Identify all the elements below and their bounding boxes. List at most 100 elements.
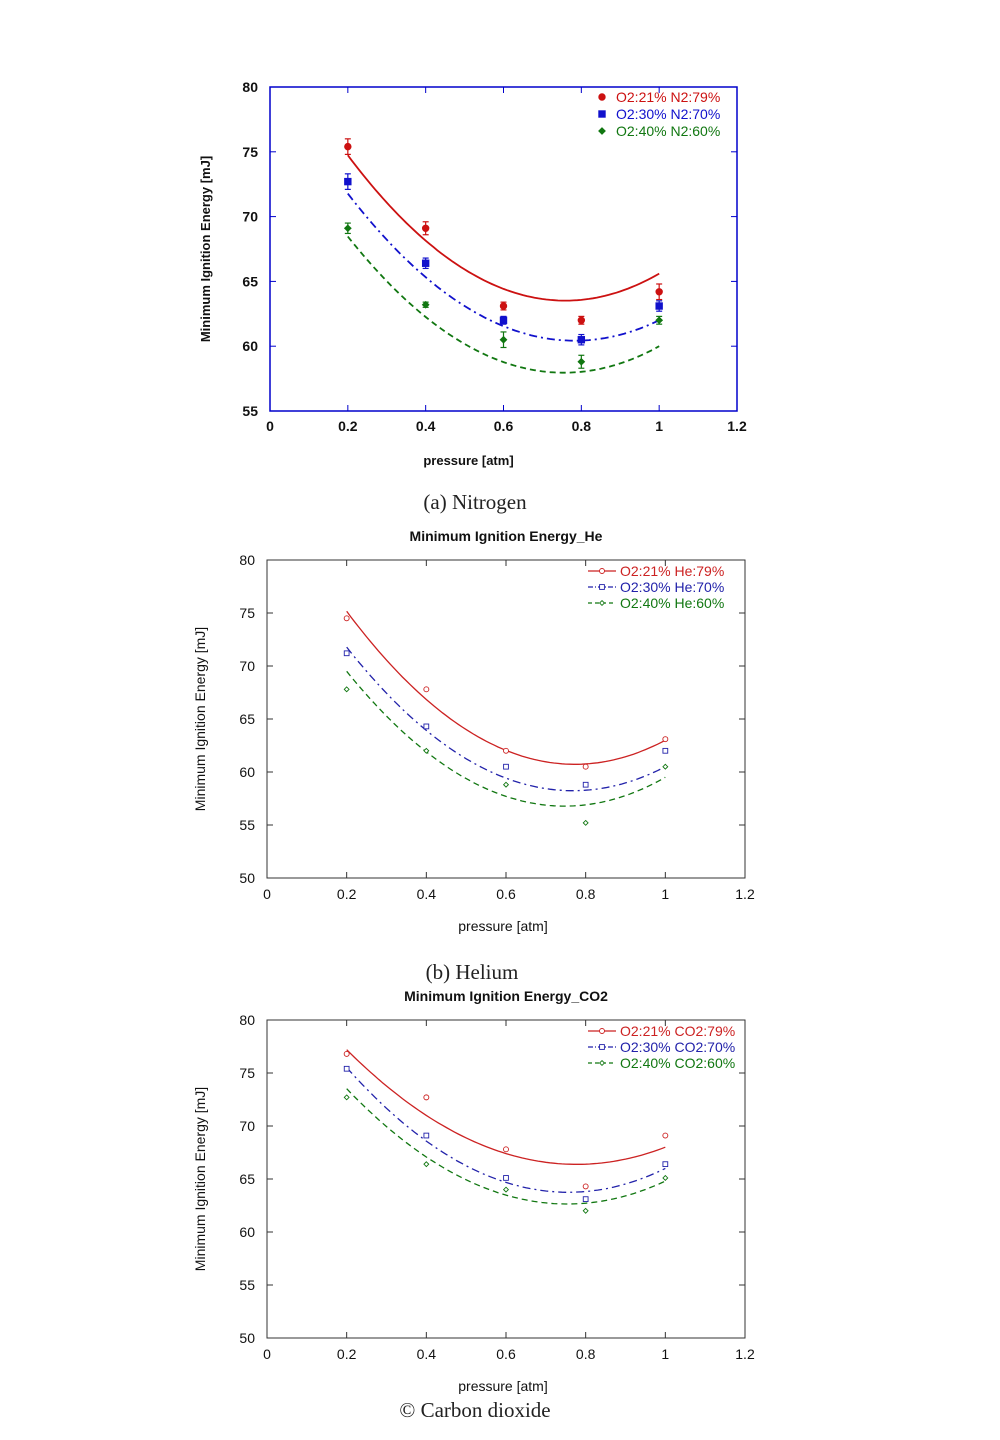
y-tick-label: 80	[242, 79, 258, 95]
data-point-square	[582, 1196, 589, 1202]
chart-co2: Minimum Ignition Energy_CO2 0 0.2 0.4 0.6 0.8…	[192, 988, 755, 1394]
chart-panel-co2: Minimum Ignition Energy_CO2 0 0.2 0.4 0.6 0.8…	[0, 980, 1000, 1440]
legend-marker-square	[598, 110, 606, 118]
data-point-circle	[343, 1050, 350, 1057]
caption-nitrogen: (a) Nitrogen	[423, 490, 527, 514]
data-point-circle	[499, 302, 508, 310]
data-point-diamond	[423, 747, 430, 754]
x-tick-label: 0.2	[338, 418, 358, 434]
data-point-diamond	[655, 316, 664, 325]
data-point-diamond	[343, 1094, 350, 1101]
y-tick-label: 75	[242, 144, 258, 160]
data-point-diamond	[343, 224, 352, 233]
data-point-circle	[423, 1094, 430, 1101]
y-tick-label: 65	[239, 711, 255, 727]
y-tick-label: 55	[239, 817, 255, 833]
fit-curve-1	[347, 193, 660, 342]
data-point-circle	[343, 615, 350, 622]
data-point-diamond	[421, 300, 430, 309]
data-point-square	[343, 1065, 350, 1072]
y-tick-label: 70	[239, 658, 255, 674]
chart-nitrogen: 0 0.2 0.4 0.6 0.8 1 1.2 55 60 65 70 75 80 pressure [a…	[198, 79, 747, 468]
fit-curve-1	[346, 1067, 666, 1193]
data-point-diamond	[502, 781, 510, 788]
data-point-circle	[577, 316, 586, 324]
y-tick-label: 80	[239, 552, 255, 568]
data-point-diamond	[577, 357, 586, 366]
y-axis-label: Minimum Ignition Energy [mJ]	[192, 627, 208, 811]
legend-marker-diamond	[598, 1059, 606, 1067]
legend-marker-square	[599, 584, 605, 590]
legend-label: O2:21% CO2:79%	[620, 1023, 735, 1039]
y-tick-label: 60	[242, 338, 258, 354]
legend-marker-square	[599, 1044, 605, 1050]
y-tick-label: 60	[239, 764, 255, 780]
y-tick-label: 65	[239, 1171, 255, 1187]
fit-curve-0	[346, 1049, 666, 1165]
x-tick-label: 0.4	[416, 418, 436, 434]
x-tick-label: 0.6	[496, 886, 516, 902]
legend-marker-circle	[599, 1028, 605, 1034]
data-point-square	[423, 723, 430, 730]
data-point-circle	[421, 224, 430, 232]
x-tick-label: 1	[661, 886, 669, 902]
x-tick-label: 0.8	[576, 886, 596, 902]
fit-curve-2	[347, 235, 660, 374]
caption-co2: © Carbon dioxide	[399, 1398, 551, 1422]
fit-curve-2	[346, 670, 666, 807]
x-tick-label: 0	[263, 886, 271, 902]
fit-curve-0	[346, 610, 666, 765]
data-point-circle	[344, 142, 352, 151]
y-tick-label: 70	[239, 1118, 255, 1134]
data-point-diamond	[423, 1161, 430, 1168]
legend-label: O2:40% He:60%	[620, 595, 724, 611]
data-point-square	[577, 336, 586, 344]
data-point-square	[503, 763, 509, 770]
legend-marker-diamond	[598, 127, 606, 135]
x-tick-label: 1.2	[727, 418, 747, 434]
chart-panel-nitrogen: 0 0.2 0.4 0.6 0.8 1 1.2 55 60 65 70 75 80 pressure [a…	[0, 0, 1000, 520]
chart-title: Minimum Ignition Energy_He	[410, 528, 603, 544]
x-tick-label: 0.6	[494, 418, 514, 434]
legend-label: O2:40% CO2:60%	[620, 1055, 735, 1071]
y-tick-label: 75	[239, 1065, 255, 1081]
y-tick-label: 65	[242, 273, 258, 289]
legend-label: O2:40% N2:60%	[616, 123, 720, 139]
x-tick-label: 0.4	[417, 886, 437, 902]
fit-curve-1	[346, 646, 666, 792]
fit-curve-2	[346, 1088, 666, 1205]
data-point-square	[662, 747, 669, 754]
data-point-square	[344, 177, 352, 186]
data-point-circle	[655, 288, 663, 296]
data-point-diamond	[582, 1207, 589, 1214]
x-tick-label: 0	[266, 418, 274, 434]
data-point-diamond	[662, 1174, 669, 1181]
fit-curve-0	[347, 154, 660, 302]
legend-marker-circle	[599, 568, 605, 574]
data-point-circle	[503, 747, 509, 754]
y-tick-label: 75	[239, 605, 255, 621]
legend-label: O2:30% CO2:70%	[620, 1039, 735, 1055]
data-point-diamond	[499, 335, 508, 344]
legend-label: O2:21% He:79%	[620, 563, 724, 579]
y-tick-label: 60	[239, 1224, 255, 1240]
data-point-circle	[662, 1132, 669, 1139]
y-axis-label: Minimum Ignition Energy [mJ]	[198, 156, 213, 342]
data-point-circle	[582, 1183, 589, 1190]
data-point-circle	[503, 1146, 509, 1153]
legend-marker-circle	[598, 93, 606, 101]
y-tick-label: 80	[239, 1012, 255, 1028]
legend-label: O2:30% N2:70%	[616, 106, 720, 122]
x-tick-label: 1.2	[735, 886, 755, 902]
x-axis-label: pressure [atm]	[458, 1378, 547, 1394]
legend-label: O2:21% N2:79%	[616, 89, 720, 105]
x-tick-label: 0.8	[572, 418, 592, 434]
x-tick-label: 0.6	[496, 1346, 516, 1362]
data-point-diamond	[502, 1186, 510, 1193]
x-axis-label: pressure [atm]	[423, 453, 513, 468]
data-point-circle	[662, 736, 669, 743]
x-tick-label: 0.4	[417, 1346, 437, 1362]
chart-helium: Minimum Ignition Energy_He 0 0.2 0.4 0.6 0.8 1…	[192, 528, 755, 934]
data-point-square	[662, 1161, 669, 1168]
y-tick-label: 55	[239, 1277, 255, 1293]
